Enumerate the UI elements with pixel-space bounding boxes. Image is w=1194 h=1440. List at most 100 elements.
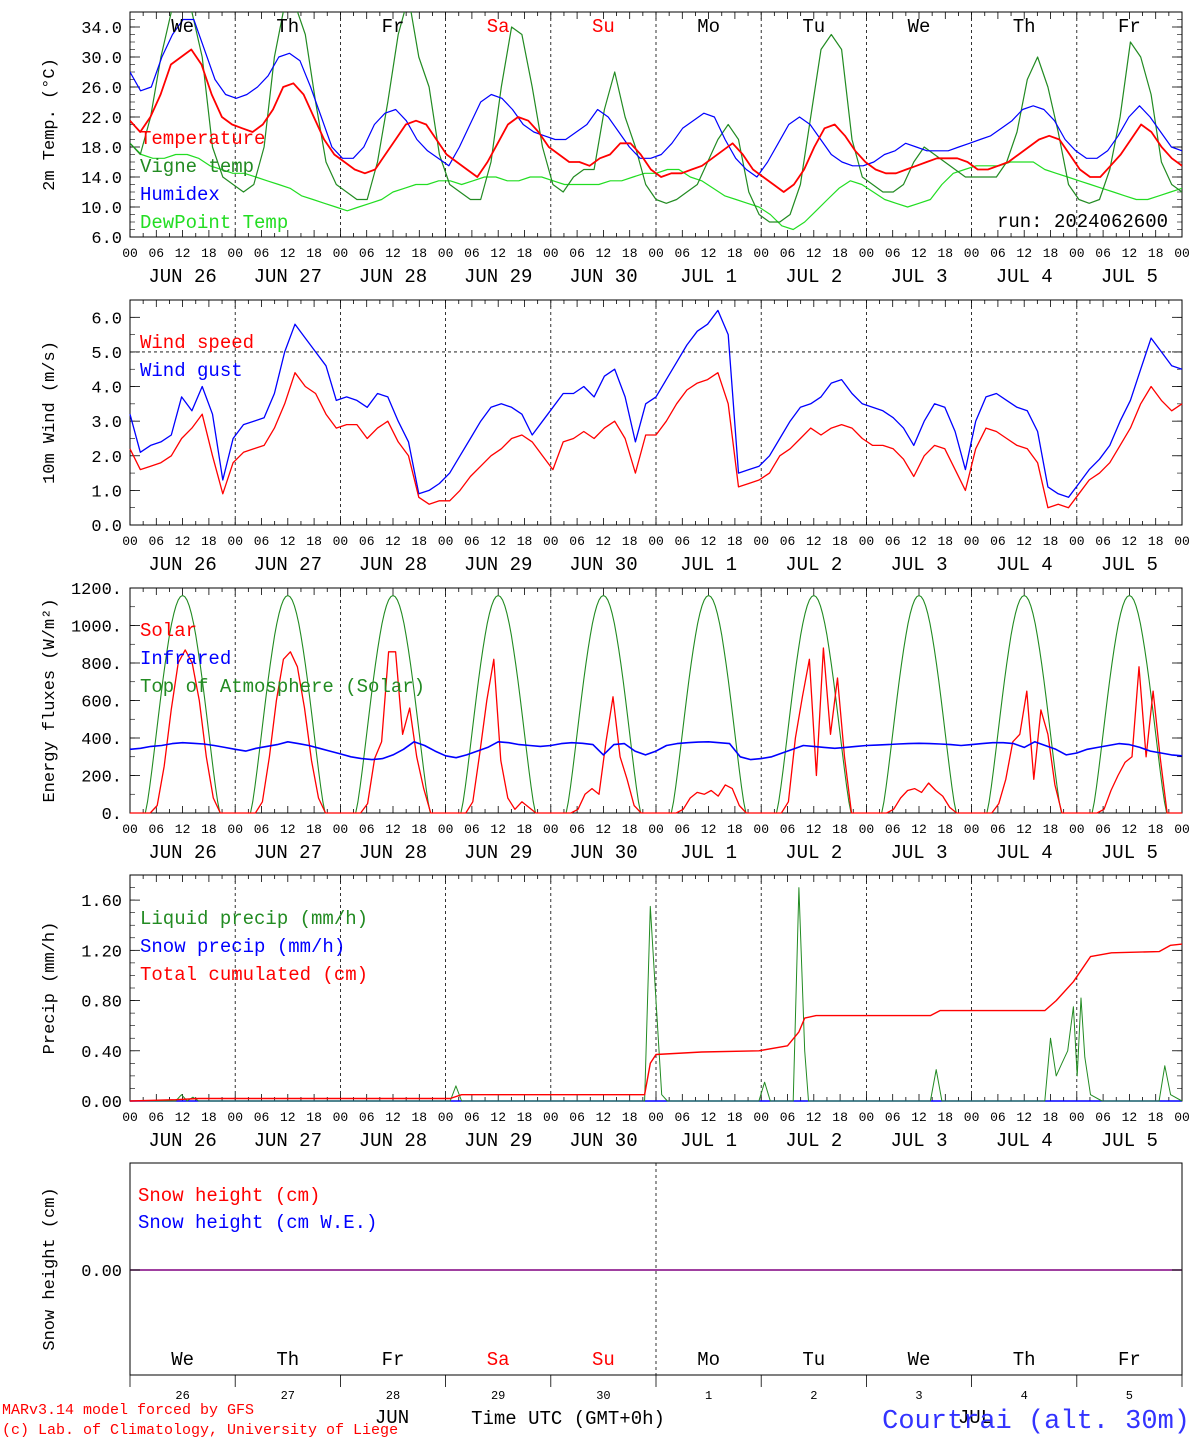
hour-label: 12 (806, 534, 822, 549)
date-label: JUN 29 (464, 1130, 532, 1152)
hour-label: 00 (859, 822, 875, 837)
legend-entry: DewPoint Temp (140, 212, 288, 234)
date-label: JUL 1 (680, 266, 737, 288)
hour-label: 12 (1122, 534, 1138, 549)
hour-label: 00 (753, 534, 769, 549)
hour-label: 00 (1069, 1110, 1085, 1125)
hour-label: 00 (438, 534, 454, 549)
y-tick-label: 1200. (71, 581, 122, 600)
hour-label: 06 (885, 1110, 901, 1125)
hour-label: 12 (701, 822, 717, 837)
weekday-label: Fr (1118, 16, 1141, 38)
hour-label: 18 (306, 534, 322, 549)
hour-label: 00 (227, 822, 243, 837)
day-number: 4 (1021, 1389, 1028, 1403)
hour-label: 00 (438, 822, 454, 837)
series-temperature (130, 48, 1182, 193)
hour-label: 06 (254, 822, 270, 837)
hour-label: 18 (517, 1110, 533, 1125)
hour-label: 06 (990, 534, 1006, 549)
x-axis-title: Time UTC (GMT+0h) (471, 1408, 665, 1430)
hour-label: 06 (148, 246, 164, 261)
hour-label: 06 (148, 534, 164, 549)
panel-frame (129, 11, 1183, 238)
hour-label: 12 (1016, 534, 1032, 549)
hour-label: 06 (780, 1110, 796, 1125)
legend-entry: Humidex (140, 184, 220, 206)
hour-label: 18 (622, 246, 638, 261)
panel-frame (129, 299, 1183, 526)
series-wind-speed (129, 372, 1183, 509)
panel-1: 00 06 12 18 JUN 26 00 06 12 18 JUN 27 00 06 12 18 JUN … (41, 11, 1190, 288)
hour-label: 12 (806, 1110, 822, 1125)
hour-label: 06 (780, 246, 796, 261)
y-tick-label: 0.0 (91, 518, 122, 537)
hour-label: 12 (701, 246, 717, 261)
hour-label: 12 (385, 1110, 401, 1125)
date-label: JUN 26 (148, 266, 216, 288)
hour-label: 00 (333, 246, 349, 261)
date-label: JUL 4 (996, 842, 1053, 864)
date-label: JUN 28 (359, 266, 427, 288)
date-label: JUL 5 (1101, 842, 1158, 864)
hour-label: 06 (990, 1110, 1006, 1125)
series-total-cumulated-cm- (129, 943, 1183, 1102)
weekday-label: Sa (487, 1349, 510, 1371)
legend-entry: Infrared (140, 648, 231, 670)
legend-entry: Snow precip (mm/h) (140, 936, 345, 958)
weekday-label: Fr (382, 1349, 405, 1371)
weekday-label: Su (592, 16, 615, 38)
legend-entry: Snow height (cm W.E.) (138, 1212, 377, 1234)
y-tick-label: 0.00 (81, 1263, 122, 1282)
date-label: JUN 27 (254, 1130, 322, 1152)
hour-label: 18 (832, 534, 848, 549)
date-label: JUL 1 (680, 1130, 737, 1152)
hour-label: 00 (964, 246, 980, 261)
hour-label: 00 (122, 534, 138, 549)
date-label: JUL 3 (890, 266, 947, 288)
hour-label: 12 (490, 246, 506, 261)
y-tick-label: 200. (81, 769, 122, 788)
hour-label: 18 (517, 822, 533, 837)
hour-label: 18 (517, 534, 533, 549)
hour-label: 00 (333, 534, 349, 549)
hour-label: 12 (385, 246, 401, 261)
hour-label: 06 (359, 1110, 375, 1125)
weekday-label: Tu (802, 16, 825, 38)
series-solar (130, 647, 1182, 814)
date-label: JUN 28 (359, 1130, 427, 1152)
day-number: 2 (810, 1389, 817, 1403)
legend-entry: Temperature (140, 128, 265, 150)
hour-label: 12 (701, 534, 717, 549)
hour-label: 18 (937, 822, 953, 837)
hour-label: 18 (832, 1110, 848, 1125)
series-humidex (130, 18, 1182, 178)
legend-entry: Snow height (cm) (138, 1185, 320, 1207)
y-tick-label: 18.0 (81, 140, 122, 159)
hour-label: 12 (280, 1110, 296, 1125)
y-tick-label: 1.20 (81, 943, 122, 962)
run-annotation: run: 2024062600 (997, 211, 1168, 233)
hour-label: 12 (280, 246, 296, 261)
hour-label: 00 (648, 822, 664, 837)
legend-entry: Vigne temp (140, 156, 254, 178)
hour-label: 00 (543, 1110, 559, 1125)
hour-label: 06 (359, 822, 375, 837)
weekday-label: We (171, 1349, 194, 1371)
hour-label: 12 (911, 534, 927, 549)
panel-3: 00 06 12 18 JUN 26 00 06 12 18 JUN 27 00 06 12 18 JUN … (41, 581, 1190, 864)
hour-label: 18 (201, 1110, 217, 1125)
date-label: JUL 1 (680, 842, 737, 864)
hour-label: 12 (806, 822, 822, 837)
hour-label: 12 (701, 1110, 717, 1125)
hour-label: 18 (727, 822, 743, 837)
date-label: JUN 26 (148, 1130, 216, 1152)
hour-label: 18 (937, 246, 953, 261)
weekday-label: Th (1013, 1349, 1036, 1371)
day-number: 26 (175, 1389, 189, 1403)
hour-label: 06 (1095, 534, 1111, 549)
weekday-label: Su (592, 1349, 615, 1371)
weekday-label: Fr (1118, 1349, 1141, 1371)
hour-label: 06 (780, 534, 796, 549)
y-tick-label: 34.0 (81, 20, 122, 39)
